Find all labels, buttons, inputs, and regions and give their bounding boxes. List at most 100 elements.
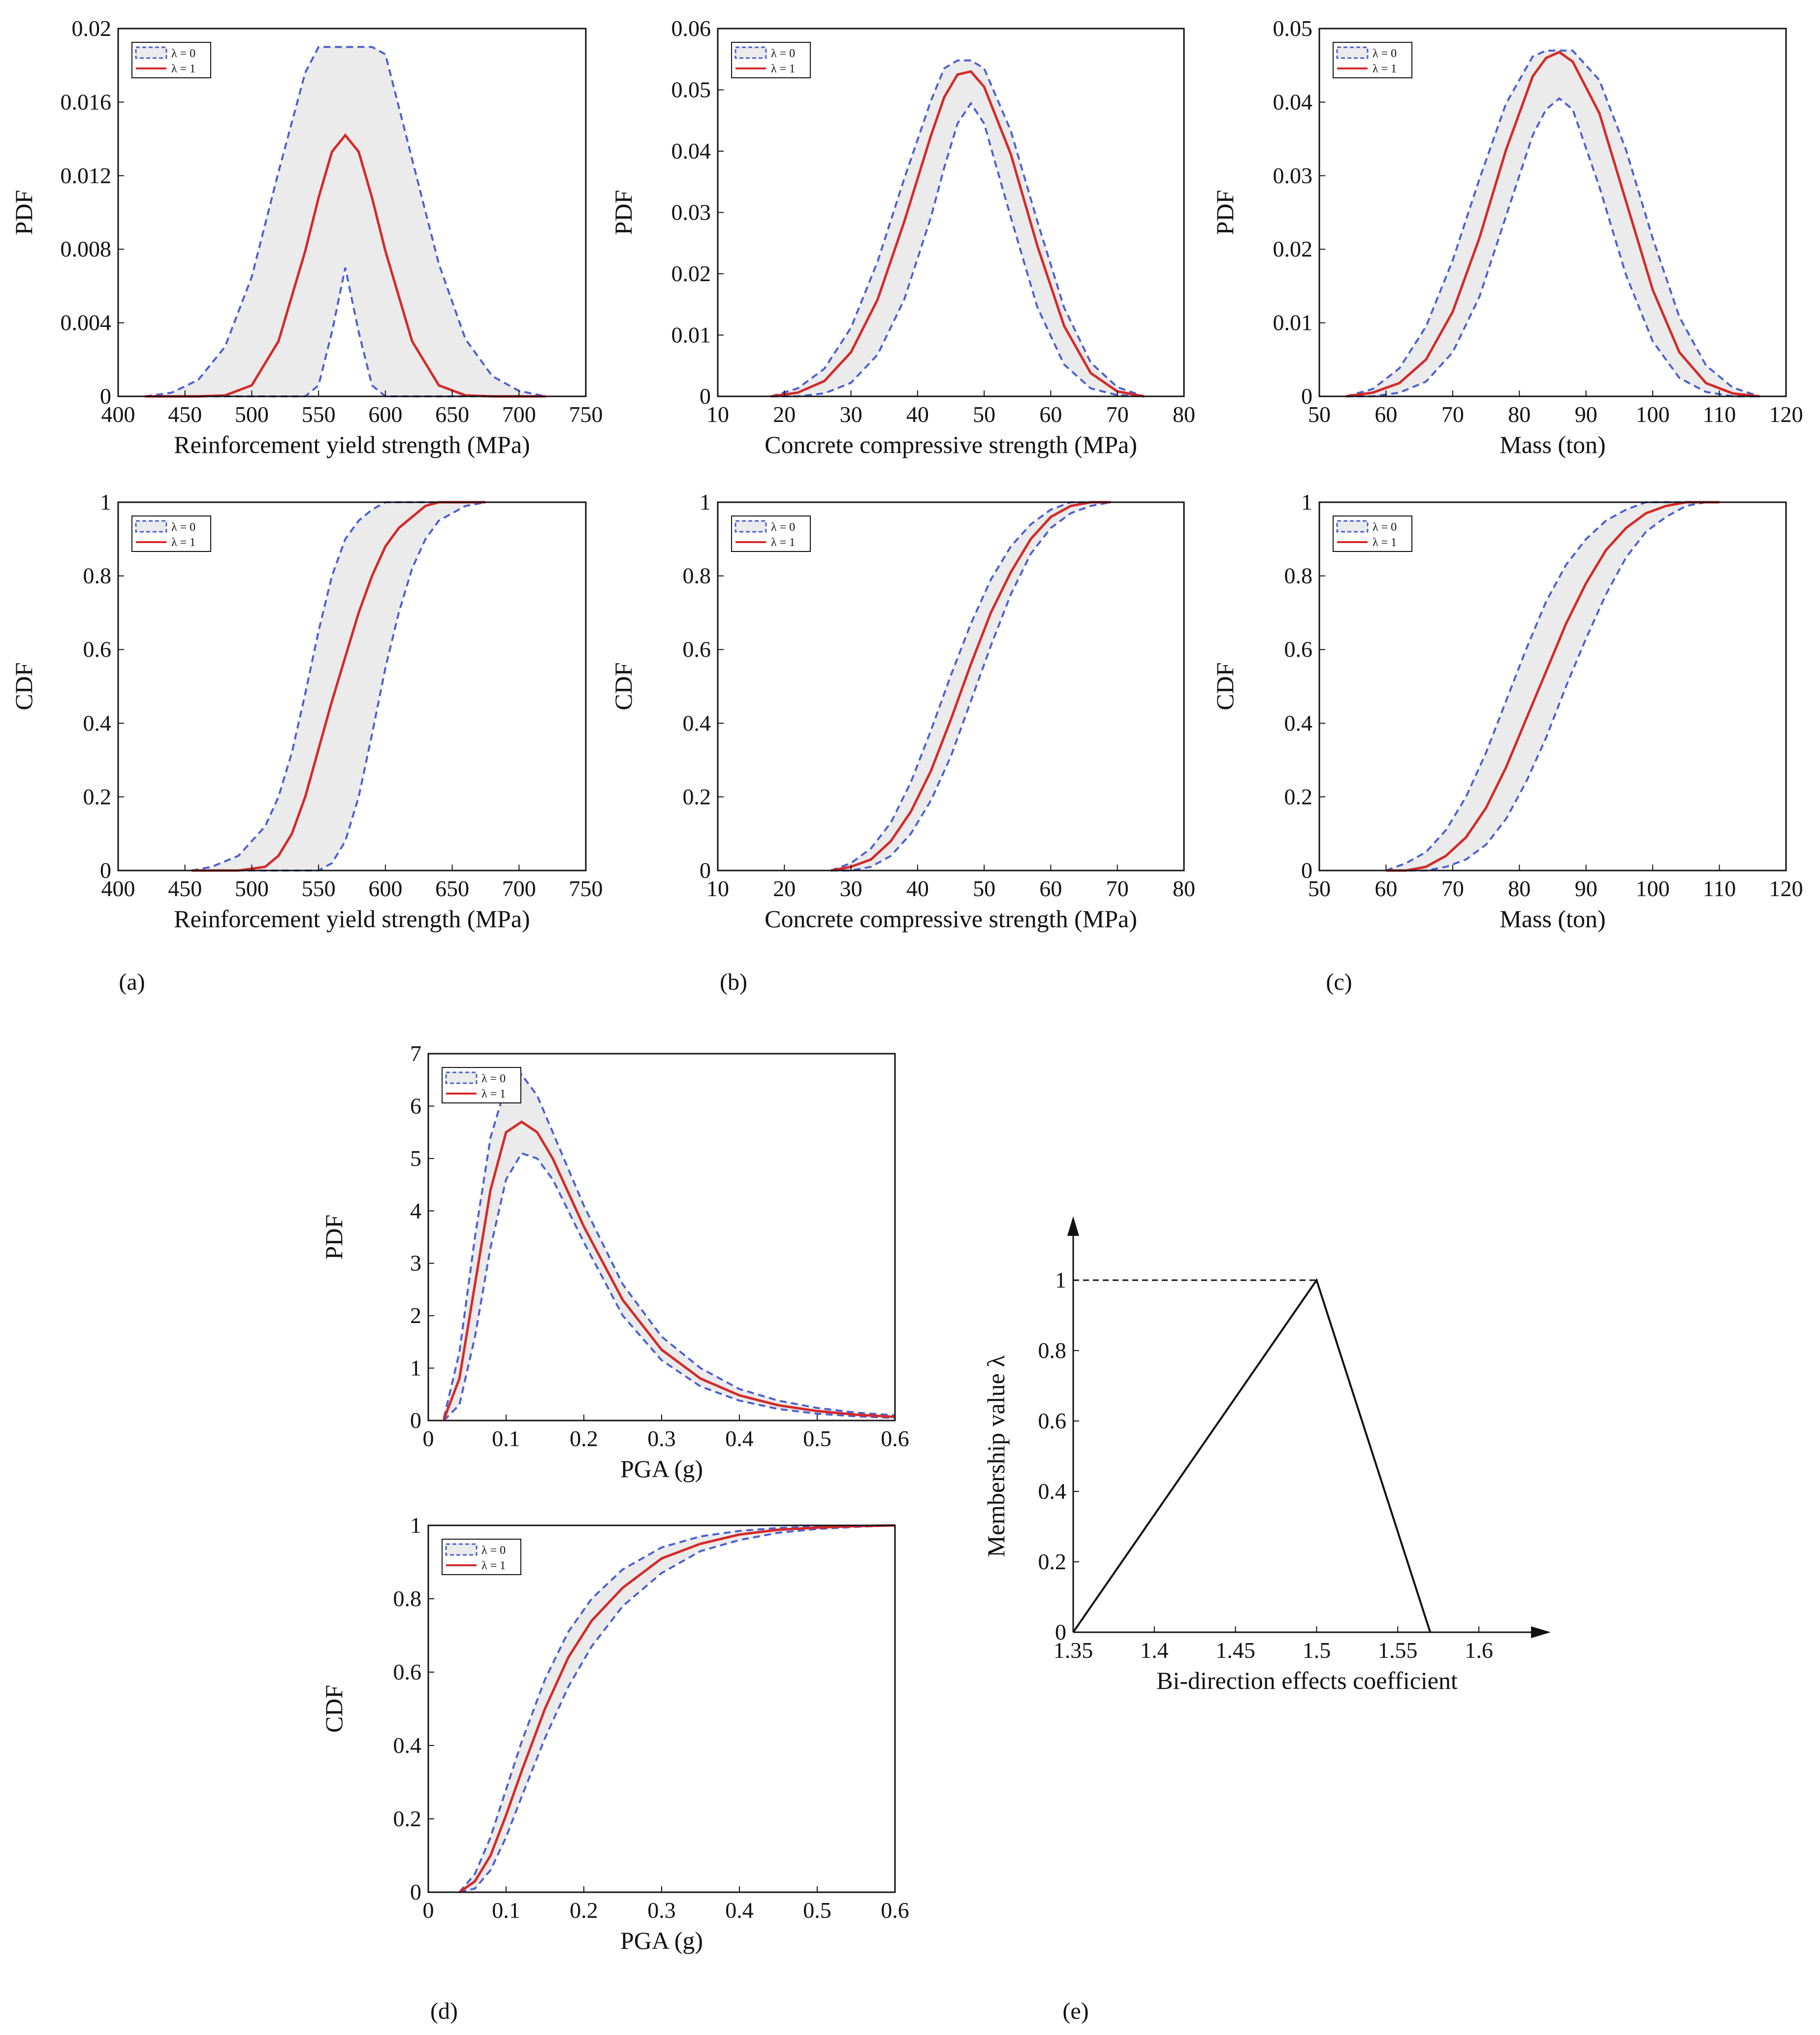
chart-c_pdf: 50 60 70 80 90 100 110 120 0 0.01 0.02 0.03 0.04 0.05… — [1211, 16, 1803, 458]
series-lambda0-upper — [458, 1524, 895, 1893]
x-tick-label: 0.5 — [803, 1426, 831, 1451]
x-axis-label: PGA (g) — [620, 1455, 703, 1483]
series-lambda0-upper — [770, 59, 1145, 397]
x-tick-label: 70 — [1106, 876, 1129, 901]
x-axis-arrow — [1531, 1626, 1551, 1638]
x-axis-label: Reinforcement yield strength (MPa) — [174, 431, 530, 458]
y-tick-label: 0.4 — [1284, 711, 1313, 736]
legend: λ = 0 λ = 1 — [1333, 42, 1412, 78]
legend-swatch-lambda0 — [445, 1543, 478, 1556]
series-lambda0-upper — [191, 501, 486, 872]
y-tick-label: 0.4 — [83, 711, 112, 736]
x-tick-label: 450 — [168, 876, 202, 901]
legend-swatch-lambda0 — [445, 1071, 478, 1084]
x-tick-label: 0 — [423, 1426, 434, 1451]
x-tick-label: 650 — [435, 402, 469, 427]
y-tick-label: 0.8 — [1038, 1338, 1067, 1363]
series-lambda0-lower — [1346, 97, 1759, 397]
y-axis-label: Membership value λ — [982, 1355, 1010, 1557]
x-tick-label: 1.45 — [1215, 1638, 1255, 1663]
y-tick-label: 0.02 — [1273, 236, 1313, 261]
series-lambda0-lower — [459, 1524, 895, 1893]
legend: λ = 0 λ = 1 — [731, 516, 811, 552]
plot-frame — [1318, 501, 1787, 872]
chart-d_pdf: 0 0.1 0.2 0.3 0.4 0.5 0.6 0 1 2 3 4 5 6 7 PGA (g) PDF λ =… — [320, 1041, 909, 1483]
x-tick-label: 10 — [706, 402, 729, 427]
legend-label-lambda0: λ = 0 — [771, 47, 795, 60]
uncertainty-band — [831, 502, 1111, 871]
x-tick-label: 120 — [1769, 876, 1803, 901]
y-tick-label: 0.6 — [683, 637, 711, 662]
series-lambda0-lower — [831, 501, 1111, 872]
x-axis-label: Concrete compressive strength (MPa) — [765, 431, 1137, 458]
legend-label-lambda1: λ = 1 — [171, 536, 195, 549]
x-tick-label: 0.1 — [492, 1898, 520, 1923]
legend-label-lambda0: λ = 0 — [171, 47, 195, 60]
y-tick-label: 2 — [410, 1303, 421, 1328]
y-tick-label: 0 — [100, 858, 111, 883]
x-tick-label: 0.2 — [570, 1426, 598, 1451]
legend-label-lambda1: λ = 1 — [481, 1088, 506, 1100]
y-tick-label: 0.2 — [393, 1806, 422, 1831]
legend-label-lambda1: λ = 1 — [1373, 63, 1397, 75]
x-tick-label: 1.5 — [1303, 1638, 1331, 1663]
x-tick-label: 100 — [1636, 876, 1670, 901]
x-tick-label: 400 — [101, 402, 135, 427]
panel-label-d: (d) — [430, 1998, 458, 2024]
legend: λ = 0 λ = 1 — [442, 1539, 521, 1575]
y-axis-label: PDF — [609, 190, 637, 235]
x-tick-label: 70 — [1106, 402, 1129, 427]
y-tick-label: 0 — [700, 858, 711, 883]
legend: λ = 0 λ = 1 — [131, 516, 211, 552]
y-tick-label: 1 — [100, 489, 111, 515]
y-tick-label: 3 — [410, 1251, 421, 1276]
x-tick-label: 20 — [773, 402, 796, 427]
x-tick-label: 0.4 — [725, 1426, 754, 1451]
x-axis-label: Reinforcement yield strength (MPa) — [174, 905, 530, 933]
legend-label-lambda0: λ = 0 — [771, 521, 795, 534]
legend-label-lambda0: λ = 0 — [1373, 521, 1397, 534]
y-tick-label: 1 — [1301, 489, 1312, 515]
x-tick-label: 550 — [302, 402, 336, 427]
panel-label-c: (c) — [1326, 969, 1352, 995]
y-tick-label: 0.04 — [671, 138, 711, 163]
series-lambda0-lower — [771, 101, 1144, 397]
series-lambda1 — [1386, 501, 1720, 872]
y-axis-arrow — [1067, 1216, 1079, 1236]
x-tick-label: 1.6 — [1465, 1638, 1493, 1663]
x-tick-label: 10 — [706, 876, 729, 901]
x-tick-label: 0.2 — [570, 1898, 598, 1923]
y-tick-label: 0.03 — [671, 200, 711, 225]
x-tick-label: 60 — [1374, 876, 1397, 901]
x-tick-label: 50 — [973, 402, 995, 427]
y-tick-label: 0.02 — [72, 16, 112, 41]
y-tick-label: 0.01 — [1273, 310, 1313, 335]
y-tick-label: 0.02 — [671, 261, 711, 286]
x-tick-label: 0.5 — [803, 1898, 831, 1923]
y-tick-label: 0 — [410, 1879, 421, 1905]
legend-swatch-lambda0 — [1336, 520, 1369, 533]
x-tick-label: 90 — [1575, 402, 1597, 427]
y-tick-label: 0.2 — [683, 784, 711, 809]
x-tick-label: 0.3 — [647, 1898, 676, 1923]
legend-label-lambda1: λ = 1 — [171, 63, 195, 75]
plot-frame — [117, 28, 587, 397]
y-axis-label: PDF — [10, 190, 37, 235]
x-tick-label: 30 — [840, 876, 862, 901]
x-tick-label: 60 — [1039, 402, 1062, 427]
y-tick-label: 0.2 — [83, 784, 112, 809]
chart-a_pdf: 400 450 500 550 600 650 700 750 0 0.004 0.008 0.012… — [10, 16, 603, 458]
y-axis-label: CDF — [10, 662, 37, 710]
x-tick-label: 500 — [235, 876, 269, 901]
y-tick-label: 0.6 — [1038, 1408, 1067, 1433]
legend: λ = 0 λ = 1 — [131, 42, 211, 78]
legend-label-lambda1: λ = 1 — [1373, 536, 1397, 549]
x-tick-label: 50 — [1308, 876, 1331, 901]
y-axis-label: PDF — [320, 1215, 348, 1260]
x-tick-label: 1.4 — [1140, 1638, 1169, 1663]
plot-frame — [427, 1053, 896, 1421]
y-tick-label: 0.03 — [1273, 163, 1313, 188]
x-tick-label: 600 — [368, 876, 402, 901]
x-tick-label: 600 — [368, 402, 402, 427]
y-tick-label: 0.6 — [1284, 637, 1313, 662]
